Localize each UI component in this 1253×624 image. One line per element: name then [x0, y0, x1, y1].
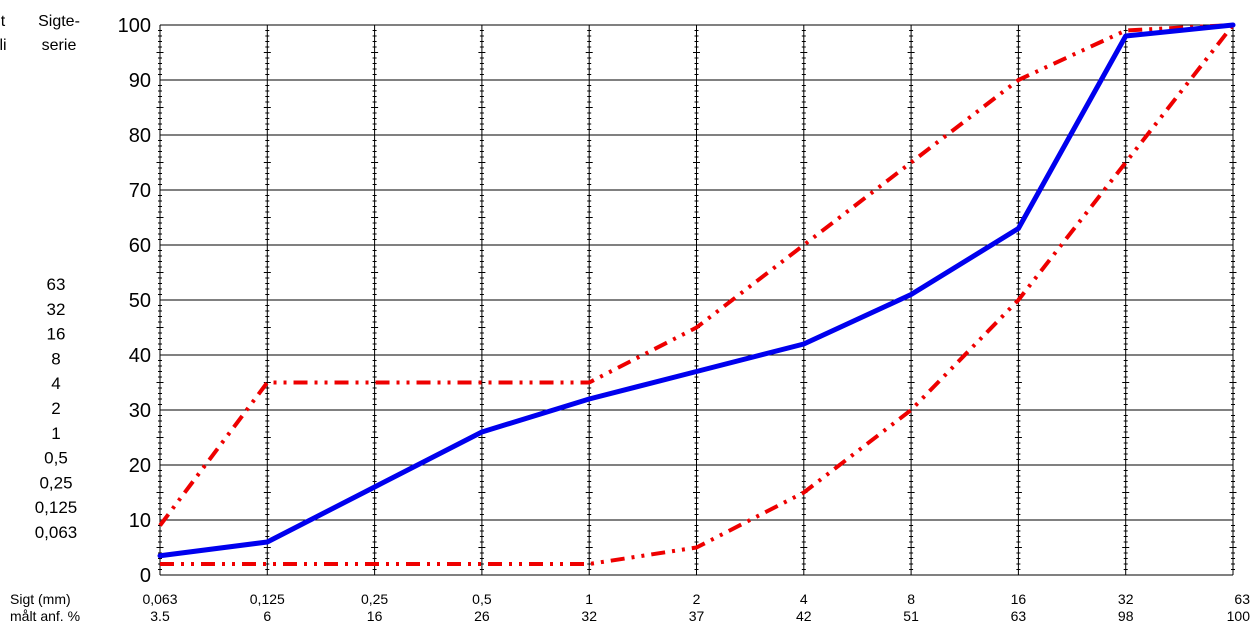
x-tick-label: 4	[800, 591, 808, 607]
y-tick-label: 80	[129, 125, 151, 147]
sieve-series-item: 16	[47, 325, 66, 344]
x-tick-label: 2	[693, 591, 701, 607]
y-tick-label: 90	[129, 70, 151, 92]
y-tick-label: 20	[129, 455, 151, 477]
x-tick-label: 0,25	[361, 591, 388, 607]
x-tick-label: 16	[1011, 591, 1027, 607]
sieve-series-item: 0,063	[35, 523, 78, 542]
sieve-series-header-line1: Sigte-	[38, 13, 80, 30]
measured-value-label: 16	[367, 608, 383, 624]
sieve-series-item: 1	[51, 424, 60, 443]
measured-value-label: 26	[474, 608, 490, 624]
sieve-series-item: 4	[51, 374, 60, 393]
sieve-series-item: 0,5	[44, 449, 68, 468]
y-tick-label: 100	[118, 15, 151, 37]
x-tick-label: 0,125	[250, 591, 285, 607]
sieve-series-item: 32	[47, 300, 66, 319]
x-tick-label: 0,5	[472, 591, 492, 607]
y-tick-label: 0	[140, 565, 151, 587]
y-tick-label: 50	[129, 290, 151, 312]
sieve-series-item: 2	[51, 399, 60, 418]
measured-value-label: 32	[581, 608, 597, 624]
cut-header-line1: t	[1, 13, 6, 30]
cut-header-line2: li	[0, 37, 7, 54]
sieve-series-item: 8	[51, 349, 60, 368]
limit-series-line	[160, 23, 1235, 566]
y-tick-label: 40	[129, 345, 151, 367]
limit-series-line	[158, 23, 1234, 527]
measured-value-label: 37	[689, 608, 705, 624]
x-tick-label: 0,063	[142, 591, 177, 607]
measured-value-label: 6	[263, 608, 271, 624]
measured-value-label: 100	[1227, 608, 1251, 624]
sieve-series-header-line2: serie	[42, 37, 77, 54]
measured-value-label: 51	[903, 608, 919, 624]
y-tick-label: 70	[129, 180, 151, 202]
sieve-series-item: 0,25	[39, 473, 72, 492]
x-tick-label: 63	[1234, 591, 1250, 607]
y-tick-label: 60	[129, 235, 151, 257]
y-tick-label: 30	[129, 400, 151, 422]
measured-value-label: 98	[1118, 608, 1134, 624]
sieve-series-item: 0,125	[35, 498, 78, 517]
labels: t li Sigte- serie Sigt (mm) målt anf. % …	[0, 13, 1250, 624]
x-tick-label: 1	[585, 591, 593, 607]
x-tick-label: 8	[907, 591, 915, 607]
sieve-series-item: 63	[47, 275, 66, 294]
x-tick-label: 32	[1118, 591, 1134, 607]
y-tick-label: 10	[129, 510, 151, 532]
series-lines	[157, 22, 1236, 566]
measured-value-label: 3.5	[150, 608, 170, 624]
measured-series-line	[157, 22, 1236, 559]
measured-value-label: 63	[1011, 608, 1027, 624]
measured-row-label: målt anf. %	[10, 608, 80, 624]
sieve-row-label: Sigt (mm)	[10, 591, 71, 607]
measured-value-label: 42	[796, 608, 812, 624]
grid	[156, 24, 1237, 576]
